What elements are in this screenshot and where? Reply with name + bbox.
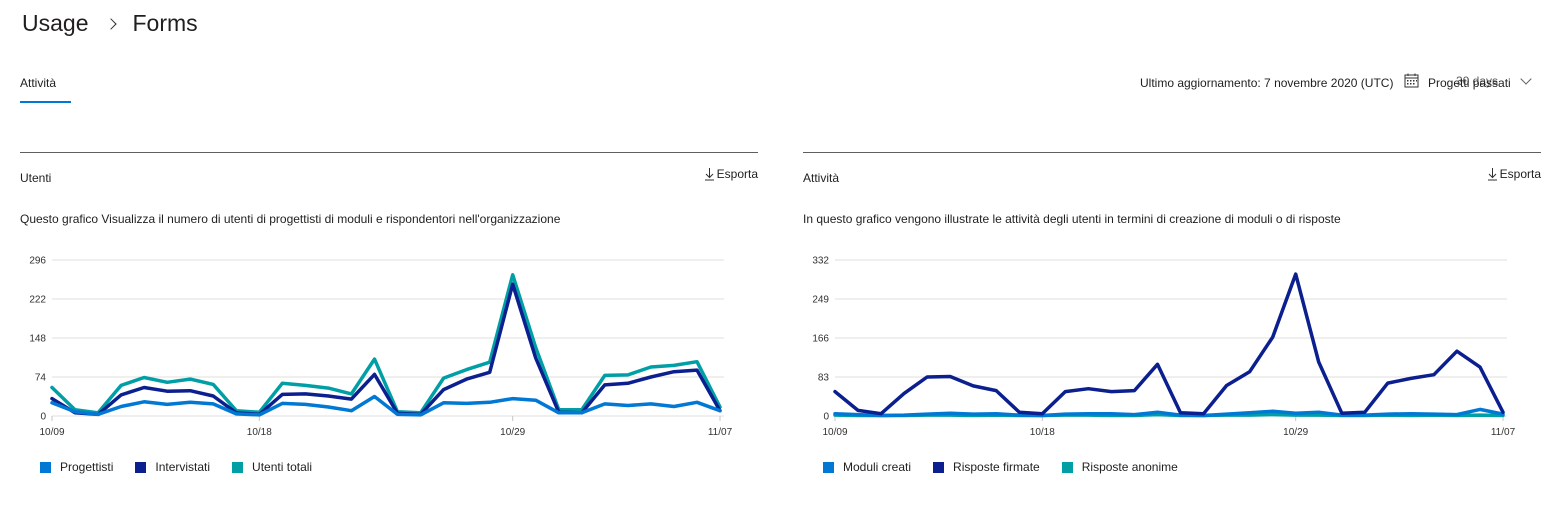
last-updated-text: Ultimo aggiornamento: 7 novembre 2020 (U… [1140,76,1394,90]
chart-description: In questo grafico vengono illustrate le … [803,212,1341,226]
panel-title: Attività [803,171,840,185]
legend-swatch [40,461,51,473]
series-line-utenti-totali [50,273,722,415]
x-tick-label: 11/07 [708,427,733,438]
y-tick-label: 296 [29,256,46,267]
activity-panel: Attività Esporta In questo grafico vengo… [803,152,1541,492]
series-line-intervistati [50,282,722,417]
legend-swatch [1061,461,1073,473]
y-tick-label: 0 [40,412,46,423]
x-tick-label: 10/18 [247,427,272,438]
legend-item-moduli-creati[interactable]: Moduli creati [823,460,911,474]
series-line-progettisti [50,394,722,417]
x-tick-label: 10/09 [39,427,64,438]
chevron-down-icon [1520,73,1532,85]
period-label: Progetti passati [1428,76,1511,90]
series-line-moduli-creati [833,407,1505,418]
legend-label: Progettisti [60,460,114,474]
series-line-risposte-firmate [833,272,1505,416]
y-tick-label: 0 [823,412,829,423]
panel-title: Utenti [20,171,52,185]
tab-active-indicator [20,101,71,103]
legend-swatch [232,461,244,473]
period-value: 30 days [1456,74,1499,88]
x-tick-label: 10/29 [500,427,525,438]
tab-attivita[interactable]: Attività [20,76,57,90]
legend-item-risposte-firmate[interactable]: Risposte firmate [933,460,1040,474]
x-tick-label: 10/29 [1283,427,1308,438]
legend-label: Risposte firmate [953,460,1040,474]
export-label: Esporta [1499,167,1541,181]
download-icon [704,168,714,181]
x-tick-label: 10/18 [1030,427,1055,438]
users-chart: 0 74 148 222 296 10/09 10/18 10/29 11/07 [29,256,733,439]
activity-chart: 0 83 166 249 332 10/09 10/18 10/29 11/07 [812,256,1516,439]
legend-item-utenti-totali[interactable]: Utenti totali [232,460,312,474]
x-tick-label: 10/09 [822,427,847,438]
legend-item-intervistati[interactable]: Intervistati [135,460,210,474]
chart-legend: Moduli creati Risposte firmate Risposte … [823,460,1200,474]
export-button[interactable]: Esporta [1487,167,1541,181]
export-button[interactable]: Esporta [704,167,758,181]
legend-label: Intervistati [155,460,211,474]
y-tick-label: 148 [29,334,46,345]
breadcrumb-usage[interactable]: Usage [22,10,89,36]
chart-description: Questo grafico Visualizza il numero di u… [20,212,561,226]
legend-swatch [135,461,147,473]
legend-swatch [823,461,834,473]
chart-legend: Progettisti Intervistati Utenti totali [40,460,334,474]
download-icon [1487,168,1497,181]
legend-item-progettisti[interactable]: Progettisti [40,460,113,474]
legend-label: Utenti totali [252,460,313,474]
page-title: Forms [132,10,198,36]
users-panel: Utenti Esporta Questo grafico Visualizza… [20,152,758,492]
chevron-right-icon [105,17,118,30]
calendar-icon [1404,73,1419,88]
legend-label: Risposte anonime [1081,460,1178,474]
y-tick-label: 74 [35,373,47,384]
panel-divider [803,152,1541,153]
export-label: Esporta [716,167,758,181]
x-tick-label: 11/07 [1491,427,1516,438]
y-tick-label: 83 [818,373,830,384]
period-dropdown[interactable]: 30 days Progetti passati [1428,73,1538,92]
panel-divider [20,152,758,153]
legend-label: Moduli creati [843,460,912,474]
y-tick-label: 222 [29,295,46,306]
y-tick-label: 166 [812,334,829,345]
legend-swatch [933,461,945,473]
y-tick-label: 249 [812,295,829,306]
breadcrumb: Usage Forms [22,10,198,37]
y-tick-label: 332 [812,256,829,267]
legend-item-risposte-anonime[interactable]: Risposte anonime [1061,460,1178,474]
